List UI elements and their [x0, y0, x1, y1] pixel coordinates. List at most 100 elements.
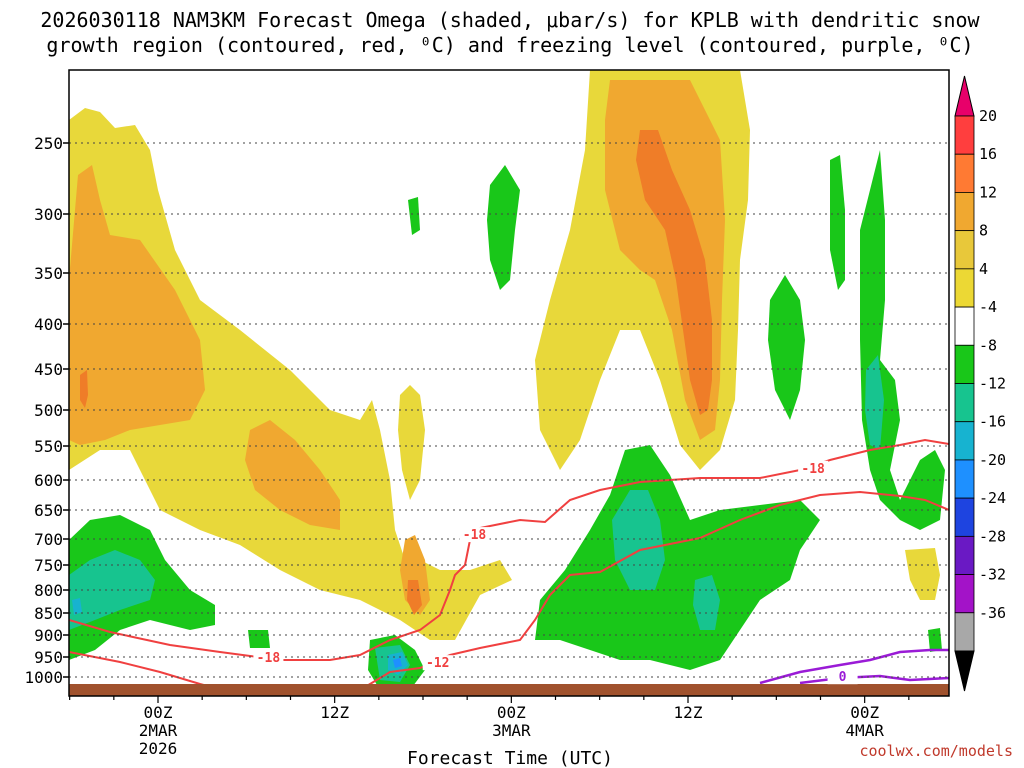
omega-yellow-region-far-right [905, 548, 940, 600]
x-tick-label-36-0: 12Z [674, 703, 703, 722]
omega-blue-core-bottom [393, 658, 402, 668]
omega-green-region-center [535, 445, 820, 670]
colorbar-segment-7 [954, 383, 975, 423]
y-tick-label-350: 350 [34, 264, 63, 283]
y-tick-label-400: 400 [34, 315, 63, 334]
omega-yellow-region-left [69, 108, 512, 640]
y-tick-label-850: 850 [34, 604, 63, 623]
colorbar-bottom-arrow [954, 650, 975, 692]
y-tick-label-250: 250 [34, 134, 63, 153]
colorbar-label--16: -16 [979, 413, 1006, 431]
x-axis-title: Forecast Time (UTC) [407, 748, 613, 768]
colorbar-label--24: -24 [979, 489, 1006, 507]
colorbar-segment-13 [954, 612, 975, 652]
colorbar-label--32: -32 [979, 566, 1006, 584]
colorbar-label--12: -12 [979, 375, 1006, 393]
colorbar-segment-10 [954, 497, 975, 537]
x-tick-label-48-0: 00Z [850, 703, 879, 722]
omega-dark-orange-small-left [80, 370, 88, 408]
colorbar-segment-2 [954, 192, 975, 232]
colorbar-segment-0 [954, 115, 975, 155]
pressure-tick-labels: 250 300 350 400 450 500 550 600 650 700 750 800 850 9… [24, 134, 63, 687]
y-tick-label-500: 500 [34, 401, 63, 420]
y-tick-label-550: 550 [34, 437, 63, 456]
y-tick-label-700: 700 [34, 530, 63, 549]
colorbar-segment-8 [954, 421, 975, 461]
freezing-level-contour [759, 648, 949, 685]
colorbar-segment-5 [954, 306, 975, 346]
colorbar-segment-1 [954, 153, 975, 193]
colorbar-segment-3 [954, 230, 975, 270]
colorbar-label--20: -20 [979, 451, 1006, 469]
x-tick-label-24-1: 3MAR [492, 721, 531, 740]
site-credit: coolwx.com/models [859, 742, 1013, 760]
x-tick-label-0-0: 00Z [144, 703, 173, 722]
omega-green-region-upper-center [487, 165, 520, 290]
colorbar-label-12: 12 [979, 183, 997, 201]
contour-label-dendritic_growth_region: -12 [426, 656, 449, 671]
colorbar-top-arrow [954, 75, 975, 117]
colorbar-segment-9 [954, 459, 975, 499]
contour-label-bg [827, 669, 858, 685]
chart-title-line-1: 2026030118 NAM3KM Forecast Omega (shaded… [40, 8, 980, 32]
y-tick-label-900: 900 [34, 626, 63, 645]
x-tick-label-24-0: 00Z [497, 703, 526, 722]
colorbar-label-16: 16 [979, 145, 997, 163]
pressure-gridlines [63, 142, 949, 678]
omega-teal-region-right [865, 355, 884, 450]
omega-green-region-right [768, 275, 805, 420]
x-tick-label-12-0: 12Z [320, 703, 349, 722]
colorbar-label-4: 4 [979, 260, 988, 278]
colorbar-label--28: -28 [979, 527, 1006, 545]
chart-title-line-2: growth region (contoured, red, ⁰C) and f… [46, 33, 973, 57]
y-tick-label-800: 800 [34, 581, 63, 600]
contour-label-dendritic_growth_region: -18 [257, 651, 281, 666]
contour-label-bg [798, 460, 829, 476]
omega-orange-region-left [69, 165, 205, 445]
x-tick-label-48-1: 4MAR [845, 721, 884, 740]
y-tick-label-1000: 1000 [24, 668, 63, 687]
omega-orange-region-mid [245, 420, 340, 530]
plot-area [69, 70, 949, 696]
x-tick-label-0-2: 2026 [139, 739, 178, 758]
terrain-fill [69, 684, 949, 696]
freezing-level-contour-lower [799, 674, 949, 685]
colorbar-label-8: 8 [979, 222, 988, 240]
colorbar-segment-4 [954, 268, 975, 308]
colorbar-label--8: -8 [979, 336, 997, 354]
contour-label-dendritic_growth_region: -18 [463, 528, 487, 543]
contour-labels: -18 -18 -18 -12 0 [253, 460, 858, 685]
omega-green-region-right-tall [830, 155, 845, 290]
omega-cyan-core-left [72, 598, 82, 615]
y-tick-label-300: 300 [34, 205, 63, 224]
y-tick-label-650: 650 [34, 501, 63, 520]
omega-green-region-far-right [860, 150, 945, 530]
omega-green-region-small [408, 197, 420, 235]
omega-green-region-small-2 [248, 630, 270, 648]
contour-label-freezing_level: 0 [839, 670, 847, 685]
colorbar-segment-6 [954, 344, 975, 384]
y-tick-label-600: 600 [34, 471, 63, 490]
omega-dark-orange-small-mid [407, 580, 422, 615]
plot-border [68, 69, 950, 697]
colorbar-label-20: 20 [979, 107, 997, 125]
omega-yellow-region-small [398, 385, 425, 500]
omega-colorbar: 20 16 12 8 4 -4 -8 -12 -16 -20 -24 -28 -32 -36 [954, 75, 1006, 692]
omega-dark-orange-region [636, 130, 712, 415]
omega-green-region-small-3 [928, 628, 942, 652]
omega-teal-region-center-small [693, 575, 720, 630]
dgz-minus12-contour [359, 490, 949, 691]
colorbar-segment-12 [954, 574, 975, 614]
y-tick-label-750: 750 [34, 556, 63, 575]
contour-label-bg [253, 650, 284, 665]
colorbar-label--4: -4 [979, 298, 997, 316]
colorbar-segment-11 [954, 535, 975, 575]
contour-label-dendritic_growth_region: -18 [801, 462, 825, 477]
colorbar-label--36: -36 [979, 604, 1006, 622]
y-tick-label-450: 450 [34, 360, 63, 379]
contour-label-bg [459, 527, 490, 543]
contour-label-bg [422, 655, 453, 671]
x-tick-label-0-1: 2MAR [139, 721, 178, 740]
